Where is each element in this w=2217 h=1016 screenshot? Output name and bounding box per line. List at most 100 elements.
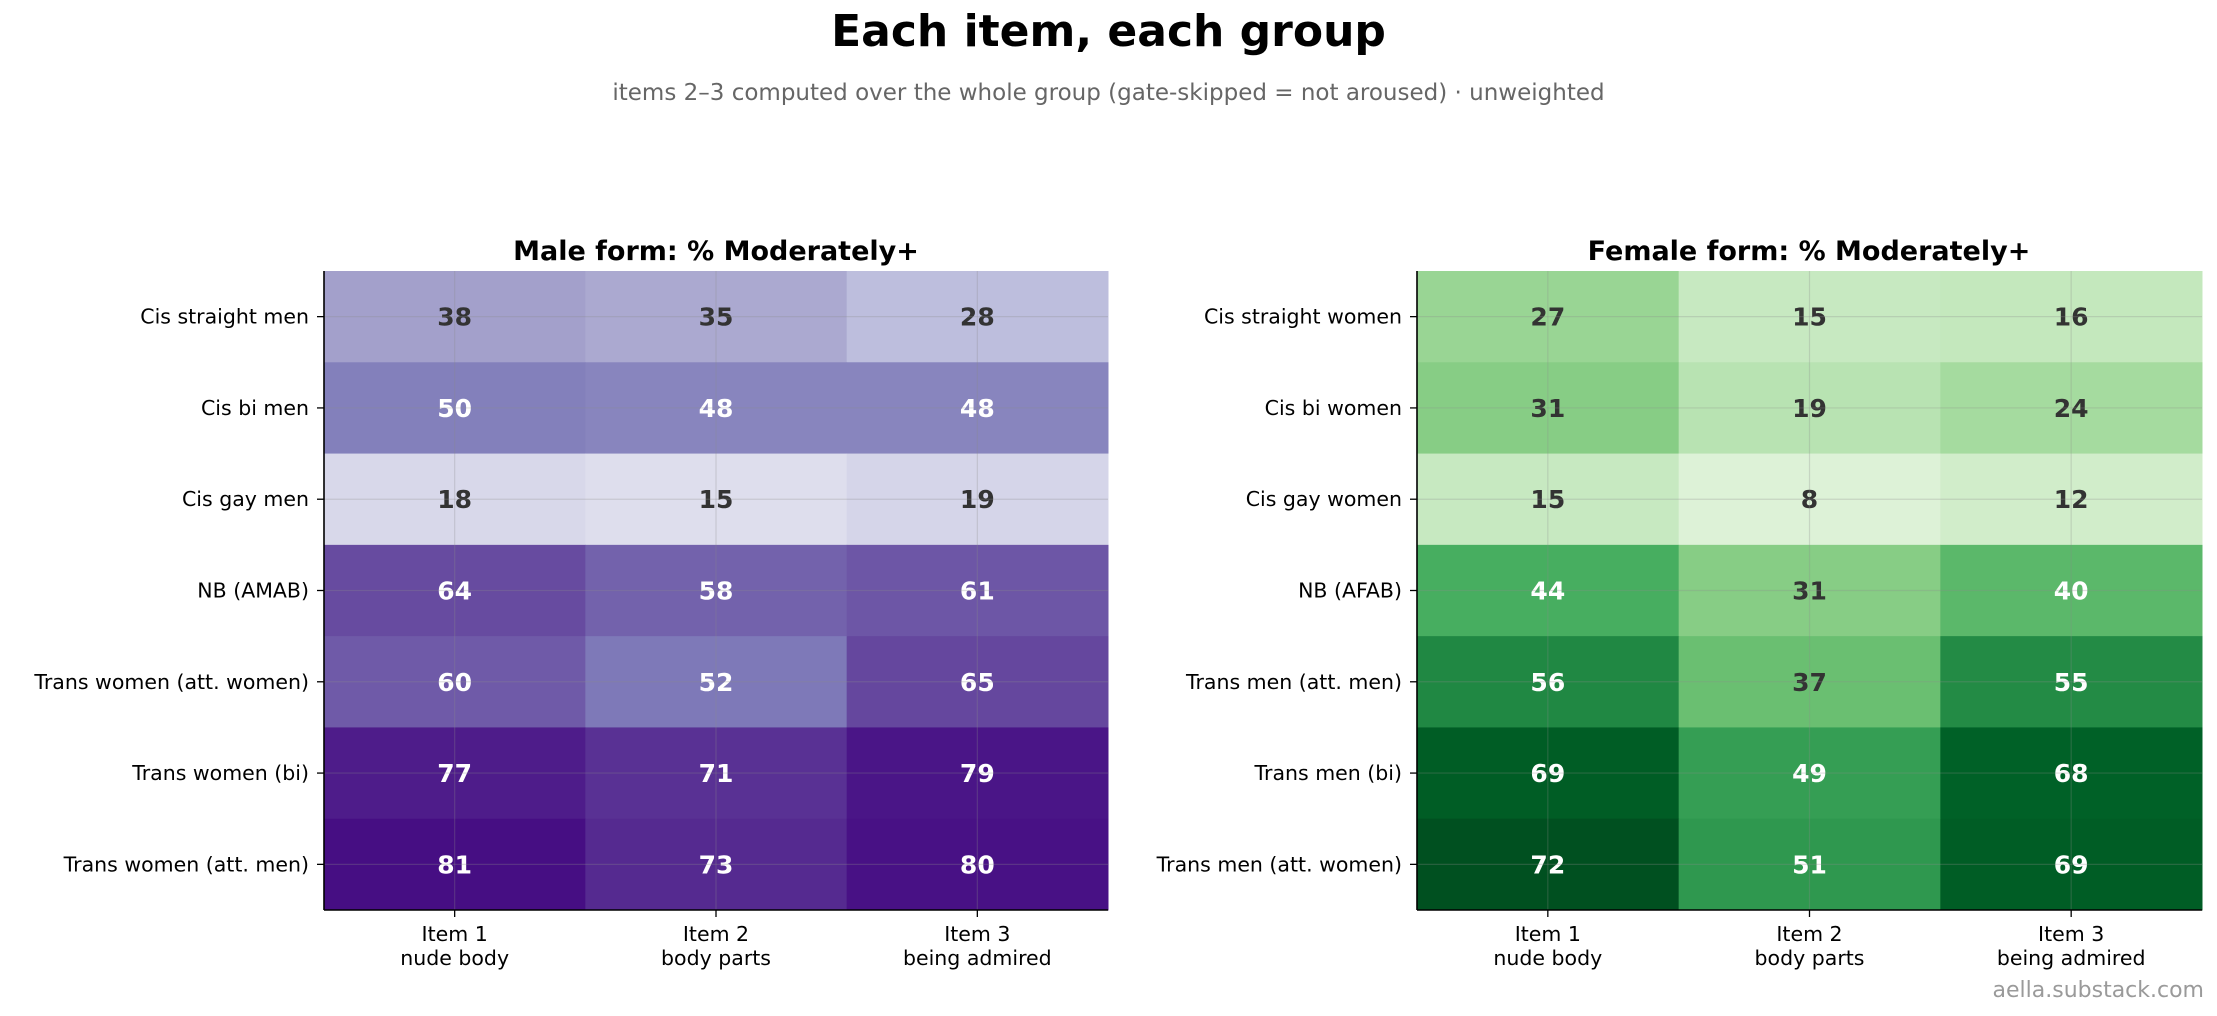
heatmap-cell — [846, 818, 1109, 911]
cell-value-label: 27 — [1530, 303, 1565, 332]
cell-value-label: 80 — [960, 850, 995, 879]
heatmap-cell — [324, 727, 586, 820]
y-tick-label: Trans men (bi) — [1254, 761, 1402, 785]
cell-value-label: 79 — [960, 759, 995, 788]
cell-value-label: 19 — [1792, 394, 1827, 423]
y-tick-label: Trans women (att. women) — [33, 670, 309, 694]
heatmap-cell — [585, 636, 848, 728]
x-tick-label: Item 2 — [1776, 922, 1842, 946]
y-tick-label: NB (AMAB) — [197, 579, 309, 603]
cell-value-label: 40 — [2054, 577, 2089, 606]
cell-value-label: 28 — [960, 303, 995, 332]
x-tick-label: Item 1 — [1515, 922, 1581, 946]
heatmap-cell — [846, 453, 1109, 546]
heatmap-cell — [1940, 271, 2203, 363]
heatmap-cell — [1940, 727, 2203, 820]
cell-value-label: 68 — [2054, 759, 2089, 788]
cell-value-label: 71 — [699, 759, 734, 788]
x-tick-label: body parts — [661, 946, 771, 970]
x-tick-label: being admired — [903, 946, 1052, 970]
cell-value-label: 38 — [437, 303, 472, 332]
cell-value-label: 35 — [699, 303, 734, 332]
cell-value-label: 48 — [960, 394, 995, 423]
y-tick-label: Cis bi women — [1265, 396, 1402, 420]
heatmap-cell — [324, 544, 586, 637]
x-tick-label: nude body — [400, 946, 509, 970]
heatmap-cell — [324, 362, 586, 455]
heatmap-cell — [324, 453, 586, 546]
y-tick-label: NB (AFAB) — [1298, 579, 1402, 603]
cell-value-label: 51 — [1792, 850, 1827, 879]
heatmap-cell — [1678, 271, 1941, 363]
heatmap-panel-2: Female form: % Moderately+ 27 15 16 31 19 24 15… — [1156, 236, 2203, 970]
figure-title: Each item, each group — [831, 6, 1386, 57]
y-tick-label: Trans women (att. men) — [63, 852, 309, 876]
cell-value-label: 49 — [1792, 759, 1827, 788]
heatmap-cell — [1417, 453, 1680, 546]
cell-value-label: 15 — [1530, 485, 1565, 514]
heatmap-cell — [1678, 636, 1941, 728]
heatmap-cell — [846, 271, 1109, 363]
y-tick-label: Cis straight women — [1204, 305, 1402, 329]
heatmap-cell — [846, 544, 1109, 637]
cell-value-label: 81 — [437, 850, 472, 879]
cell-value-label: 24 — [2054, 394, 2089, 423]
cell-value-label: 12 — [2054, 485, 2089, 514]
cell-value-label: 58 — [699, 577, 734, 606]
cell-value-label: 31 — [1530, 394, 1565, 423]
cell-value-label: 18 — [437, 485, 472, 514]
heatmap-cell — [1678, 727, 1941, 820]
heatmap-cell — [1417, 818, 1680, 911]
heatmap-cell — [1678, 544, 1941, 637]
figure-subtitle: items 2–3 computed over the whole group … — [612, 80, 1605, 106]
y-tick-label: Trans women (bi) — [131, 761, 309, 785]
y-tick-label: Trans men (att. men) — [1185, 670, 1402, 694]
cell-value-label: 60 — [437, 668, 472, 697]
panel-title: Female form: % Moderately+ — [1588, 236, 2031, 267]
cell-value-label: 69 — [1530, 759, 1565, 788]
cell-value-label: 65 — [960, 668, 995, 697]
cell-value-label: 8 — [1801, 485, 1818, 514]
cell-value-label: 56 — [1530, 668, 1565, 697]
heatmap-cell — [1940, 818, 2203, 911]
cell-value-label: 15 — [1792, 303, 1827, 332]
cell-value-label: 48 — [699, 394, 734, 423]
x-tick-label: Item 3 — [2038, 922, 2104, 946]
panel-title: Male form: % Moderately+ — [513, 236, 919, 267]
heatmap-cell — [324, 271, 586, 363]
heatmap-cell — [585, 727, 848, 820]
heatmap-panel-1: Male form: % Moderately+ 38 35 28 50 48 48 18 15… — [33, 236, 1109, 970]
heatmap-cell — [585, 818, 848, 911]
heatmap-cell — [585, 271, 848, 363]
heatmap-cell — [1940, 362, 2203, 455]
cell-value-label: 73 — [699, 850, 734, 879]
cell-value-label: 64 — [437, 577, 472, 606]
cell-value-label: 69 — [2054, 850, 2089, 879]
cell-value-label: 77 — [437, 759, 472, 788]
cell-value-label: 31 — [1792, 577, 1827, 606]
heatmap-cell — [1678, 453, 1941, 546]
y-tick-label: Cis straight men — [140, 305, 309, 329]
x-tick-label: being admired — [1997, 946, 2146, 970]
cell-value-label: 44 — [1530, 577, 1565, 606]
heatmap-cell — [1940, 636, 2203, 728]
heatmap-cell — [1417, 544, 1680, 637]
credit-watermark: aella.substack.com — [1992, 978, 2204, 1003]
heatmap-cell — [585, 362, 848, 455]
heatmap-cell — [846, 636, 1109, 728]
heatmap-cell — [1417, 362, 1680, 455]
cell-value-label: 16 — [2054, 303, 2089, 332]
x-tick-label: Item 1 — [422, 922, 488, 946]
heatmap-cell — [324, 636, 586, 728]
y-tick-label: Cis gay women — [1246, 487, 1402, 511]
heatmap-cell — [585, 544, 848, 637]
cell-value-label: 72 — [1530, 850, 1565, 879]
heatmap-cell — [1678, 818, 1941, 911]
y-tick-label: Trans men (att. women) — [1156, 852, 1402, 876]
heatmap-cell — [1417, 271, 1680, 363]
x-tick-label: Item 3 — [944, 922, 1010, 946]
heatmap-cell — [846, 362, 1109, 455]
heatmap-cell — [1940, 453, 2203, 546]
heatmap-cell — [1940, 544, 2203, 637]
